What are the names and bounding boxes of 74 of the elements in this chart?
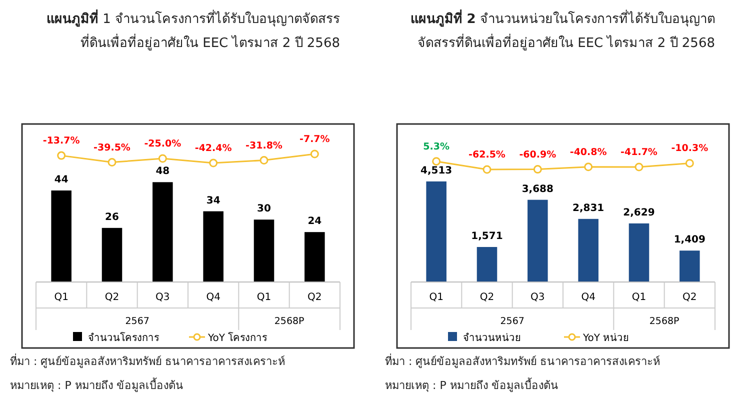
point xyxy=(432,157,441,166)
chart-title: แผนภูมิที่ 2 จำนวนหน่วยในโครงการที่ได้รับใบอนุญาตจัดสรรที่ดินเพื่อที่อยู่อาศัยใน EEC ไตรมาส 2 ปี 2568 xyxy=(409,8,715,53)
bar xyxy=(254,220,274,282)
data-label: 48 xyxy=(156,166,170,178)
text: 2568P xyxy=(274,316,305,327)
data-label: 44 xyxy=(54,174,68,186)
x-tick-label: Q2 xyxy=(308,292,322,303)
data-label: 5.3% xyxy=(423,141,450,152)
data-label: -31.8% xyxy=(246,140,283,152)
data-label: -13.7% xyxy=(42,136,80,147)
data-label: -60.9% xyxy=(519,149,557,160)
data-label: 30 xyxy=(257,204,271,215)
bar xyxy=(578,218,598,282)
data-label: -7.7% xyxy=(300,134,330,145)
data-label: -40.8% xyxy=(570,146,608,158)
bar xyxy=(426,181,446,282)
x-tick-label: Q1 xyxy=(256,292,272,303)
bar xyxy=(476,246,498,282)
data-label: 34 xyxy=(206,195,220,206)
data-label: -62.5% xyxy=(468,150,506,160)
data-label: 4,513 xyxy=(420,165,452,176)
data-label: -10.3% xyxy=(671,143,709,154)
point xyxy=(533,165,542,174)
data-label: -39.5% xyxy=(94,142,131,154)
point xyxy=(57,151,66,160)
data-label: 2,831 xyxy=(572,202,604,214)
text: หมายเหตุ : P หมายถึง ข้อมูลเบื้องต้น xyxy=(385,376,558,394)
point xyxy=(685,158,694,168)
data-label: -42.4% xyxy=(194,143,232,154)
data-label: 3,688 xyxy=(522,184,554,195)
data-label: 1,409 xyxy=(674,234,706,246)
bar xyxy=(152,182,173,282)
text: 2567 xyxy=(500,316,524,327)
point xyxy=(158,154,167,163)
legend-label: YoY โครงการ xyxy=(207,331,268,344)
bar xyxy=(680,250,700,282)
point xyxy=(209,158,218,168)
point xyxy=(260,156,268,165)
data-label: 26 xyxy=(105,212,119,223)
bar xyxy=(628,223,650,282)
data-label: -41.7% xyxy=(620,147,658,158)
point xyxy=(634,162,644,172)
text: ที่มา : ศูนย์ข้อมูลอสังหาริมทรัพย์ ธนาคารอาคารสงเคราะห์ xyxy=(385,352,660,370)
bar xyxy=(102,228,122,282)
legend-label: YoY หน่วย xyxy=(582,333,630,344)
text: ที่มา : ศูนย์ข้อมูลอสังหาริมทรัพย์ ธนาคารอาคารสงเคราะห์ xyxy=(10,352,286,370)
point xyxy=(108,158,116,167)
point xyxy=(584,162,593,172)
data-label: -25.0% xyxy=(144,138,182,150)
bar xyxy=(203,211,224,282)
x-tick-label: Q1 xyxy=(429,292,444,303)
x-tick-label: Q2 xyxy=(682,292,697,303)
bar xyxy=(528,200,548,282)
chart-title: แผนภูมิที่ 1 จำนวนโครงการที่ได้รับใบอนุญาตจัดสรรที่ดินเพื่อที่อยู่อาศัยใน EEC ไตรมาส 2 ปี 2568 xyxy=(45,8,340,53)
x-tick-label: Q4 xyxy=(581,292,596,303)
text: หมายเหตุ : P หมายถึง ข้อมูลเบื้องต้น xyxy=(10,376,184,394)
text: 2568P xyxy=(649,316,680,327)
legend-label: จำนวนโครงการ xyxy=(88,331,160,344)
x-tick-label: Q1 xyxy=(632,292,646,303)
point xyxy=(310,150,319,158)
x-tick-label: Q2 xyxy=(104,292,120,303)
x-tick-label: Q1 xyxy=(54,292,68,303)
text: 2567 xyxy=(125,316,150,327)
x-tick-label: Q3 xyxy=(156,292,170,303)
x-tick-label: Q3 xyxy=(530,292,545,303)
x-tick-label: Q2 xyxy=(480,292,494,303)
data-label: 1,571 xyxy=(471,230,503,242)
bar xyxy=(51,190,72,282)
bar xyxy=(304,232,325,282)
data-label: 2,629 xyxy=(623,207,655,218)
x-tick-label: Q4 xyxy=(206,292,220,303)
point xyxy=(482,165,492,174)
legend-label: จำนวนหน่วย xyxy=(463,333,521,344)
data-label: 24 xyxy=(308,216,322,228)
